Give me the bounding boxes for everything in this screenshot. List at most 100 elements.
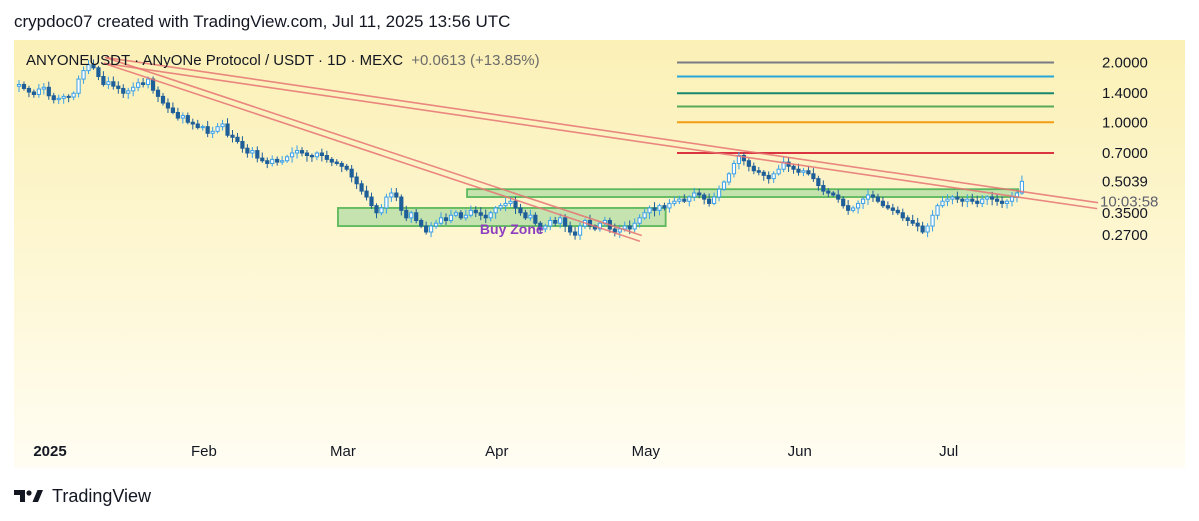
candle	[1009, 196, 1015, 202]
candle	[111, 81, 116, 87]
candle	[702, 194, 707, 200]
candle	[145, 78, 151, 85]
candle	[1019, 180, 1025, 194]
candle	[245, 147, 250, 154]
candle	[831, 192, 836, 196]
candle	[165, 102, 171, 109]
candle	[458, 212, 463, 219]
candle	[870, 194, 876, 198]
y-tick-label: 1.4000	[1102, 85, 1148, 102]
candle	[920, 225, 925, 233]
chart-caption: crypdoc07 created with TradingView.com, …	[14, 12, 511, 31]
candle	[334, 161, 339, 164]
candle	[965, 198, 970, 202]
candle	[697, 192, 702, 196]
candle	[682, 198, 687, 202]
candlestick-chart[interactable]: Buy Zone 2.0000 1.4000 1.0000 0.7000 0.3500 0.…	[14, 40, 1185, 468]
candle	[190, 121, 195, 125]
candle	[990, 196, 995, 200]
candle	[280, 160, 285, 163]
candle	[404, 209, 409, 219]
candle	[657, 205, 662, 211]
trendline	[105, 56, 643, 237]
candle	[354, 176, 359, 185]
candle	[46, 86, 51, 97]
candle	[399, 196, 404, 211]
candle	[141, 82, 146, 85]
candle	[801, 170, 806, 173]
candle	[200, 126, 205, 129]
candle	[394, 192, 399, 198]
candle	[860, 198, 866, 204]
candle	[409, 212, 414, 219]
candle	[895, 209, 900, 214]
candle	[185, 115, 190, 123]
candle	[791, 165, 796, 170]
candle	[915, 222, 920, 227]
candle	[632, 222, 637, 230]
y-tick-label: 0.3500	[1102, 205, 1148, 222]
candle	[488, 212, 493, 219]
candle	[155, 89, 161, 97]
candle	[821, 185, 826, 192]
candle	[955, 196, 960, 200]
candle	[523, 212, 528, 219]
candle	[51, 95, 56, 101]
candle	[796, 168, 801, 173]
candle	[71, 92, 76, 98]
candle	[61, 95, 66, 99]
chart-area[interactable]: Buy Zone 2.0000 1.4000 1.0000 0.7000 0.3500 0.…	[14, 40, 1185, 468]
candle	[563, 217, 568, 227]
candle	[950, 196, 955, 200]
candle	[41, 86, 46, 90]
candle	[299, 150, 305, 154]
x-tick-label: Jun	[788, 443, 812, 460]
candle	[652, 207, 657, 211]
candle	[811, 173, 816, 180]
footer: TradingView	[14, 484, 151, 508]
candle	[826, 190, 831, 194]
candle	[369, 196, 374, 207]
candle	[885, 205, 890, 209]
candle	[180, 115, 185, 119]
countdown-label: 10:03:58	[1100, 193, 1158, 210]
candle	[716, 188, 722, 198]
candle	[548, 219, 553, 227]
candle	[900, 212, 905, 219]
candle	[995, 198, 1000, 202]
candle	[126, 90, 131, 94]
candle	[493, 207, 498, 214]
candle	[935, 205, 940, 216]
x-tick-label: May	[632, 443, 661, 460]
candle	[56, 97, 61, 101]
candle	[275, 158, 280, 163]
candle	[508, 200, 513, 204]
candle	[16, 83, 22, 87]
candle	[66, 95, 71, 98]
x-tick-label: Feb	[191, 443, 217, 460]
candle	[910, 219, 915, 224]
candle	[721, 181, 727, 190]
tradingview-logo-icon[interactable]	[14, 488, 44, 504]
candle	[890, 207, 895, 211]
candle	[687, 196, 692, 202]
candle	[443, 217, 449, 221]
y-tick-label: 0.2700	[1102, 227, 1148, 244]
candle	[741, 155, 746, 162]
candle	[26, 87, 32, 93]
candle	[160, 95, 166, 104]
candle	[414, 212, 419, 221]
candle	[101, 76, 106, 85]
candle	[304, 152, 310, 157]
resistance-zone-box	[466, 188, 1020, 198]
candle	[314, 152, 319, 158]
candle	[116, 85, 121, 89]
candle	[175, 111, 180, 119]
candle	[756, 170, 761, 173]
x-tick-label: Mar	[330, 443, 356, 460]
candle	[528, 214, 533, 219]
candle	[136, 82, 141, 88]
symbol-text: ANYONEUSDT · ANyONe Protocol / USDT · 1D…	[26, 52, 404, 69]
candle	[453, 212, 459, 216]
candle	[121, 87, 126, 94]
